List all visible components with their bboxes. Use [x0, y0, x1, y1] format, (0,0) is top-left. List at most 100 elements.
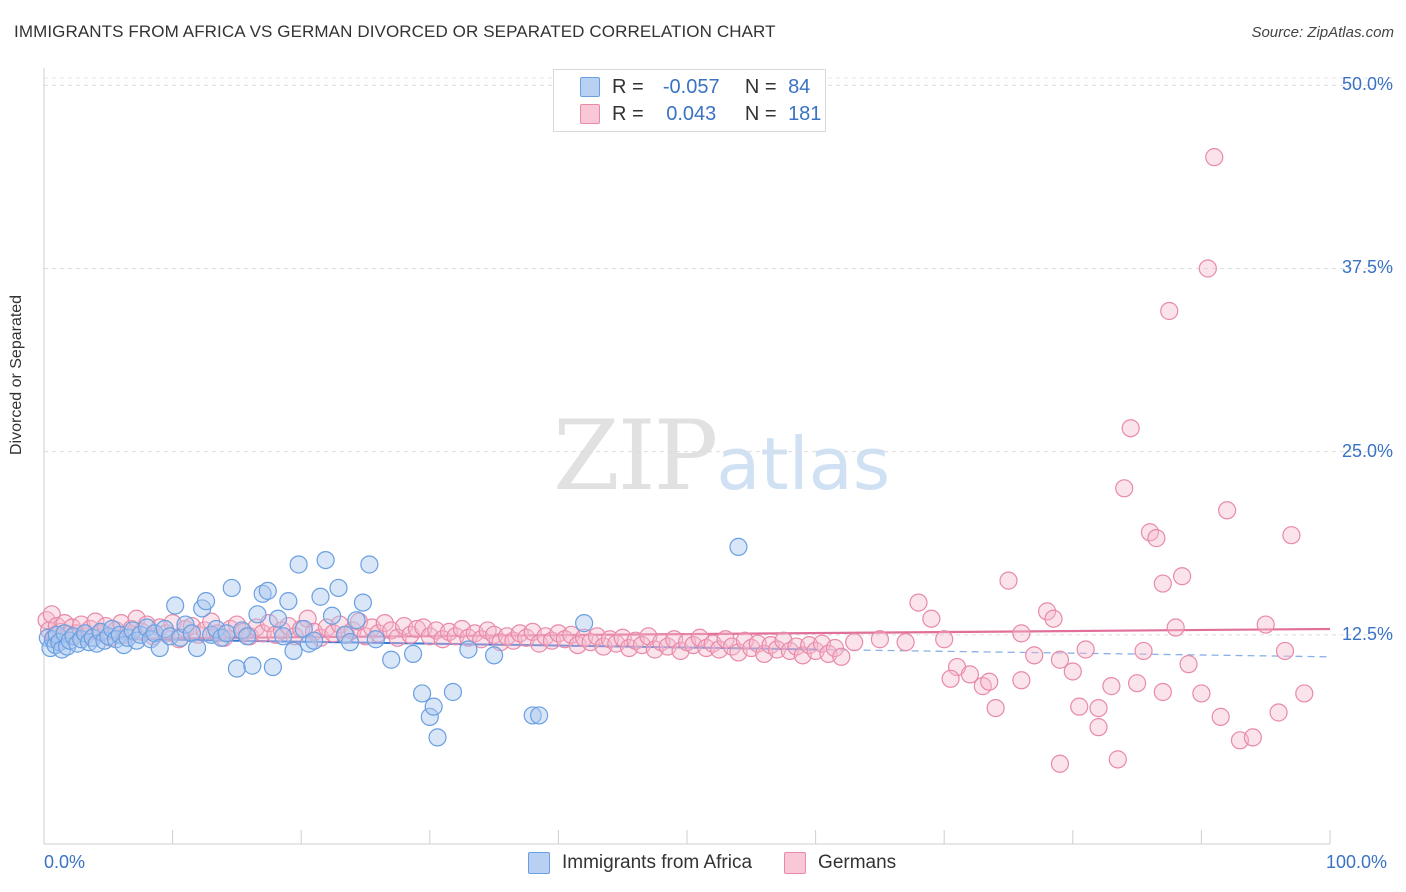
point-africa	[347, 611, 366, 630]
point-africa	[443, 682, 463, 702]
point-germans	[896, 633, 915, 652]
point-africa	[575, 614, 594, 633]
legend-r-label: R =	[612, 102, 644, 125]
point-germans	[1243, 728, 1262, 747]
point-germans	[941, 669, 960, 688]
point-africa	[329, 578, 348, 598]
point-africa	[274, 627, 293, 646]
series-legend: Immigrants from Africa Germans	[528, 852, 928, 874]
point-germans	[1050, 754, 1070, 773]
point-germans	[832, 647, 851, 666]
point-germans	[1256, 615, 1275, 634]
source-credit: Source: ZipAtlas.com	[1251, 24, 1394, 41]
point-africa	[227, 659, 246, 678]
point-africa	[248, 605, 267, 624]
point-germans	[716, 630, 735, 649]
point-africa	[403, 644, 423, 663]
series-label-africa: Immigrants from Africa	[562, 852, 753, 873]
legend-n-label: N =	[744, 102, 777, 125]
point-africa	[485, 646, 504, 665]
point-germans	[909, 593, 928, 612]
series-legend-germans[interactable]: Germans	[784, 852, 896, 874]
point-germans	[1037, 602, 1057, 621]
point-africa	[420, 707, 439, 726]
point-africa	[202, 625, 221, 644]
point-africa	[322, 606, 342, 625]
point-africa	[279, 592, 298, 611]
point-germans	[1012, 624, 1031, 643]
point-africa	[428, 728, 447, 747]
point-germans	[1025, 646, 1044, 665]
point-germans	[1173, 567, 1192, 586]
point-africa	[263, 657, 283, 677]
legend-r-value-germans: 0.043	[666, 102, 717, 125]
point-germans	[922, 609, 941, 628]
point-africa	[243, 656, 262, 675]
correlation-legend: R = -0.057 N = 84 R = 0.043 N = 181	[553, 69, 826, 132]
series-swatch-africa	[528, 852, 550, 874]
point-germans	[375, 614, 394, 633]
point-africa	[166, 596, 185, 615]
point-germans	[1044, 609, 1063, 628]
point-germans	[1012, 671, 1031, 690]
watermark-zip: ZIP	[553, 400, 718, 512]
point-germans	[1153, 574, 1172, 593]
point-africa	[289, 555, 308, 574]
point-africa	[382, 650, 401, 669]
point-africa	[311, 587, 330, 606]
point-africa	[353, 593, 373, 612]
point-africa	[304, 631, 324, 650]
point-germans	[1063, 662, 1082, 681]
point-germans	[935, 630, 954, 649]
point-africa	[217, 624, 236, 643]
series-legend-africa[interactable]: Immigrants from Africa	[528, 852, 752, 874]
series-swatch-germans	[784, 852, 807, 874]
point-africa	[530, 706, 549, 725]
point-germans	[1102, 677, 1121, 696]
point-germans	[1050, 650, 1070, 669]
point-germans	[845, 633, 864, 652]
point-germans	[1147, 529, 1166, 548]
point-germans	[1127, 674, 1147, 693]
y-tick-label: 37.5%	[1341, 257, 1393, 278]
point-africa	[268, 609, 288, 628]
legend-r-value-africa: -0.057	[662, 75, 720, 98]
point-germans	[1076, 640, 1095, 659]
point-germans	[1108, 750, 1127, 769]
point-germans	[42, 605, 61, 624]
point-germans	[1282, 526, 1301, 545]
point-africa	[131, 625, 150, 644]
point-africa	[207, 619, 226, 639]
chart-title: IMMIGRANTS FROM AFRICA VS GERMAN DIVORCE…	[14, 22, 776, 41]
legend-n-value-africa: 84	[788, 75, 811, 98]
point-germans	[1192, 684, 1211, 703]
trendline-africa-extension	[815, 648, 1331, 658]
point-africa	[196, 592, 216, 611]
point-africa	[238, 627, 257, 646]
point-germans	[1070, 697, 1089, 716]
point-africa	[366, 630, 385, 649]
point-africa	[258, 581, 277, 600]
legend-r-label: R =	[612, 75, 644, 98]
legend-swatch-africa	[580, 77, 600, 97]
y-axis-label: Divorced or Separated	[8, 294, 25, 455]
point-germans	[1198, 259, 1217, 278]
point-germans	[1295, 684, 1314, 703]
watermark-atlas: atlas	[716, 422, 891, 506]
point-africa	[187, 638, 207, 658]
y-tick-label: 12.5%	[1341, 623, 1393, 644]
point-africa	[232, 621, 252, 640]
point-africa	[360, 555, 379, 574]
point-germans	[1089, 718, 1108, 737]
point-africa	[253, 584, 272, 603]
point-africa	[424, 697, 443, 716]
point-africa	[316, 550, 335, 570]
point-germans	[1166, 618, 1185, 637]
point-africa	[729, 537, 748, 557]
point-germans	[1089, 698, 1108, 718]
point-germans	[1269, 703, 1288, 722]
point-germans	[999, 571, 1018, 590]
point-germans	[1134, 641, 1153, 661]
watermark: ZIPatlas	[553, 400, 890, 512]
